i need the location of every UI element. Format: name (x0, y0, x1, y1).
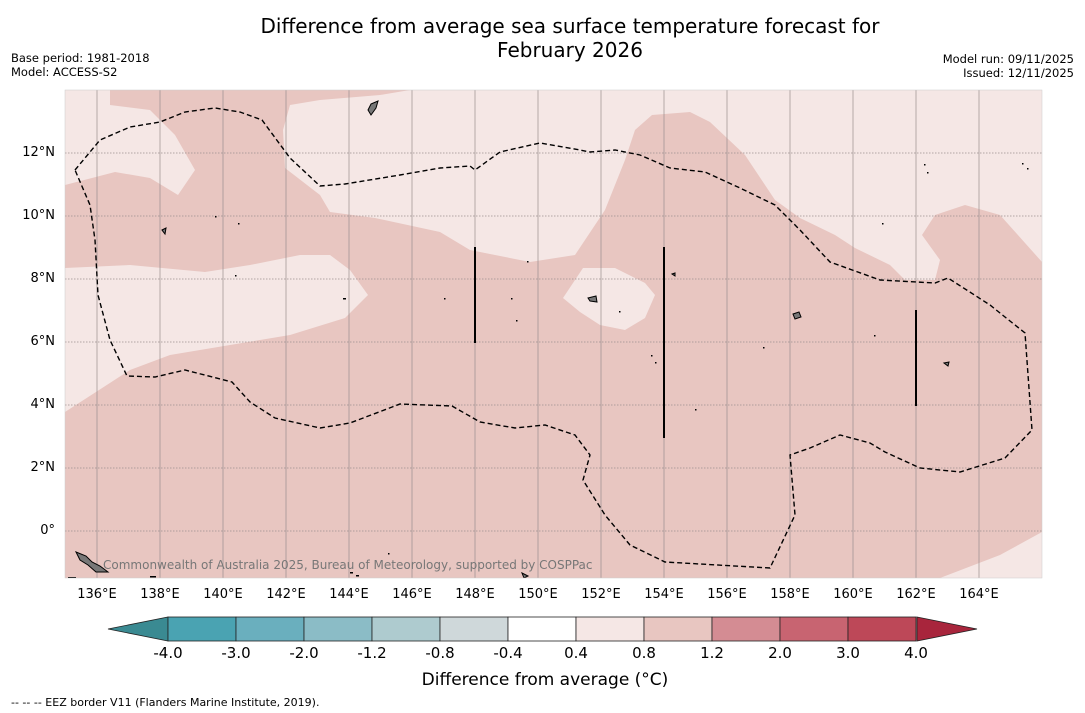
colorbar-over-arrow (916, 616, 978, 642)
lat-label: 2°N (30, 460, 56, 475)
colorbar-segment (847, 616, 917, 642)
colorbar-segment (371, 616, 441, 642)
colorbar-tick: 2.0 (768, 644, 792, 662)
lon-label: 144°E (329, 587, 369, 602)
lon-label: 150°E (518, 587, 558, 602)
colorbar-segment (439, 616, 509, 642)
lon-label: 160°E (833, 587, 873, 602)
lon-label: 164°E (959, 587, 999, 602)
lat-label: 6°N (30, 334, 56, 349)
colorbar-tick: -2.0 (289, 644, 319, 662)
map-frame (64, 89, 1043, 579)
colorbar-under-arrow (107, 616, 169, 642)
anomaly-light-region-band (65, 255, 368, 412)
colorbar-tick: -4.0 (153, 644, 183, 662)
title-line-2: February 2026 (497, 38, 643, 62)
island-pohnpei (792, 311, 802, 320)
colorbar-segment (575, 616, 645, 642)
model-run: Model run: 09/11/2025 (942, 52, 1074, 66)
meta-left: Base period: 1981-2018 Model: ACCESS-S2 (11, 51, 150, 79)
lon-label: 158°E (770, 587, 810, 602)
colorbar (107, 616, 978, 642)
island-png-west (74, 551, 110, 573)
lon-label: 136°E (77, 587, 117, 602)
colorbar-label: Difference from average (°C) (421, 670, 669, 690)
island-png-north (521, 571, 530, 578)
lon-label: 154°E (644, 587, 684, 602)
copyright-notice: Commonwealth of Australia 2025, Bureau o… (103, 558, 593, 572)
colorbar-tick: -3.0 (221, 644, 251, 662)
lon-label: 140°E (203, 587, 243, 602)
lon-label: 146°E (392, 587, 432, 602)
island-small-1 (161, 227, 167, 236)
island-small-3 (670, 272, 676, 277)
lon-label: 162°E (896, 587, 936, 602)
colorbar-tick: 0.4 (564, 644, 588, 662)
lon-label: 138°E (140, 587, 180, 602)
lat-label: 4°N (30, 397, 56, 412)
island-dots (68, 163, 1029, 578)
anomaly-light-region-island (563, 268, 655, 330)
lon-label: 152°E (581, 587, 621, 602)
islands (74, 100, 950, 578)
map-title: Difference from average sea surface temp… (200, 14, 940, 62)
lat-label: 8°N (30, 271, 56, 286)
colorbar-tick: -1.2 (357, 644, 387, 662)
colorbar-segment (643, 616, 713, 642)
colorbar-tick: -0.8 (425, 644, 455, 662)
colorbar-tick: 4.0 (904, 644, 928, 662)
anomaly-light-region-top (65, 90, 1042, 280)
lat-label: 0° (40, 523, 55, 538)
colorbar-segment (235, 616, 305, 642)
model-name: Model: ACCESS-S2 (11, 65, 118, 79)
colorbar-tick: -0.4 (493, 644, 523, 662)
colorbar-tick: 3.0 (836, 644, 860, 662)
colorbar-segment (711, 616, 781, 642)
title-line-1: Difference from average sea surface temp… (260, 14, 880, 38)
colorbar-segment (167, 616, 237, 642)
base-period: Base period: 1981-2018 (11, 51, 150, 65)
colorbar-segment (303, 616, 373, 642)
colorbar-tick: 0.8 (632, 644, 656, 662)
lat-label: 12°N (22, 145, 55, 160)
island-small-2 (587, 295, 598, 303)
lon-label: 148°E (455, 587, 495, 602)
eez-footnote: -- -- -- EEZ border V11 (Flanders Marine… (11, 696, 320, 709)
lon-label: 156°E (707, 587, 747, 602)
lat-label: 10°N (22, 208, 55, 223)
eez-border (74, 107, 1033, 569)
colorbar-segment (779, 616, 849, 642)
colorbar-segment (507, 616, 577, 642)
issued-date: Issued: 12/11/2025 (963, 66, 1074, 80)
colorbar-tick: 1.2 (700, 644, 724, 662)
island-guam (367, 100, 379, 116)
meta-right: Model run: 09/11/2025 Issued: 12/11/2025 (943, 52, 1074, 80)
island-kosrae (942, 361, 950, 367)
lon-label: 142°E (266, 587, 306, 602)
anomaly-light-region-southeast (940, 532, 1042, 578)
